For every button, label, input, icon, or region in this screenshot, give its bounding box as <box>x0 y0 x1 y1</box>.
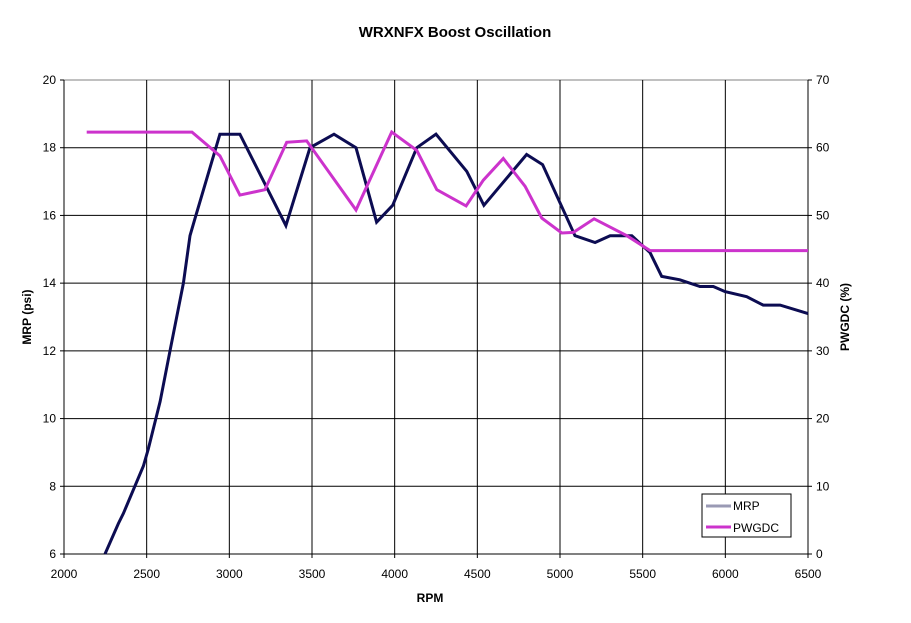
x-tick-label: 2000 <box>51 567 78 581</box>
y-tick-label: 16 <box>43 208 57 222</box>
y2-tick-label: 40 <box>816 276 830 290</box>
x-tick-label: 6500 <box>795 567 822 581</box>
y2-tick-label: 60 <box>816 141 830 155</box>
y2-tick-label: 50 <box>816 208 830 222</box>
y-tick-label: 10 <box>43 412 57 426</box>
y-tick-label: 20 <box>43 73 57 87</box>
x-tick-label: 3500 <box>299 567 326 581</box>
y2-tick-label: 20 <box>816 412 830 426</box>
y2-tick-label: 0 <box>816 547 823 561</box>
x-axis-title: RPM <box>417 591 444 605</box>
legend: MRP PWGDC <box>701 493 792 538</box>
chart-title: WRXNFX Boost Oscillation <box>359 24 552 41</box>
y-tick-label: 14 <box>43 276 57 290</box>
x-tick-label: 6000 <box>712 567 739 581</box>
x-tick-label: 5500 <box>629 567 656 581</box>
legend-box <box>701 493 792 538</box>
x-tick-label: 4000 <box>381 567 408 581</box>
y-tick-label: 8 <box>49 479 56 493</box>
x-tick-label: 3000 <box>216 567 243 581</box>
right-y-axis-ticks: 0 10 20 30 40 50 60 70 <box>808 73 830 561</box>
left-y-axis-title: MRP (psi) <box>20 289 34 344</box>
x-tick-label: 2500 <box>133 567 160 581</box>
y-tick-label: 6 <box>49 547 56 561</box>
x-tick-label: 4500 <box>464 567 491 581</box>
y2-tick-label: 70 <box>816 73 830 87</box>
left-y-axis-ticks: 6 8 10 12 14 16 18 20 <box>43 73 64 561</box>
legend-pwgdc-label: PWGDC <box>733 521 779 535</box>
gridlines <box>64 79 808 554</box>
axes <box>63 80 809 555</box>
y2-tick-label: 30 <box>816 344 830 358</box>
x-axis-ticks: 2000 2500 3000 3500 4000 4500 5000 5500 6000 6500 <box>51 554 822 581</box>
right-y-axis-title: PWGDC (%) <box>838 283 852 351</box>
series-line-mrp <box>103 132 809 555</box>
y-tick-label: 18 <box>43 141 57 155</box>
y-tick-label: 12 <box>43 344 57 358</box>
legend-mrp-label: MRP <box>733 499 760 513</box>
x-tick-label: 5000 <box>547 567 574 581</box>
series-line-pwgdc <box>86 129 808 253</box>
y2-tick-label: 10 <box>816 479 830 493</box>
data-series <box>86 129 809 555</box>
